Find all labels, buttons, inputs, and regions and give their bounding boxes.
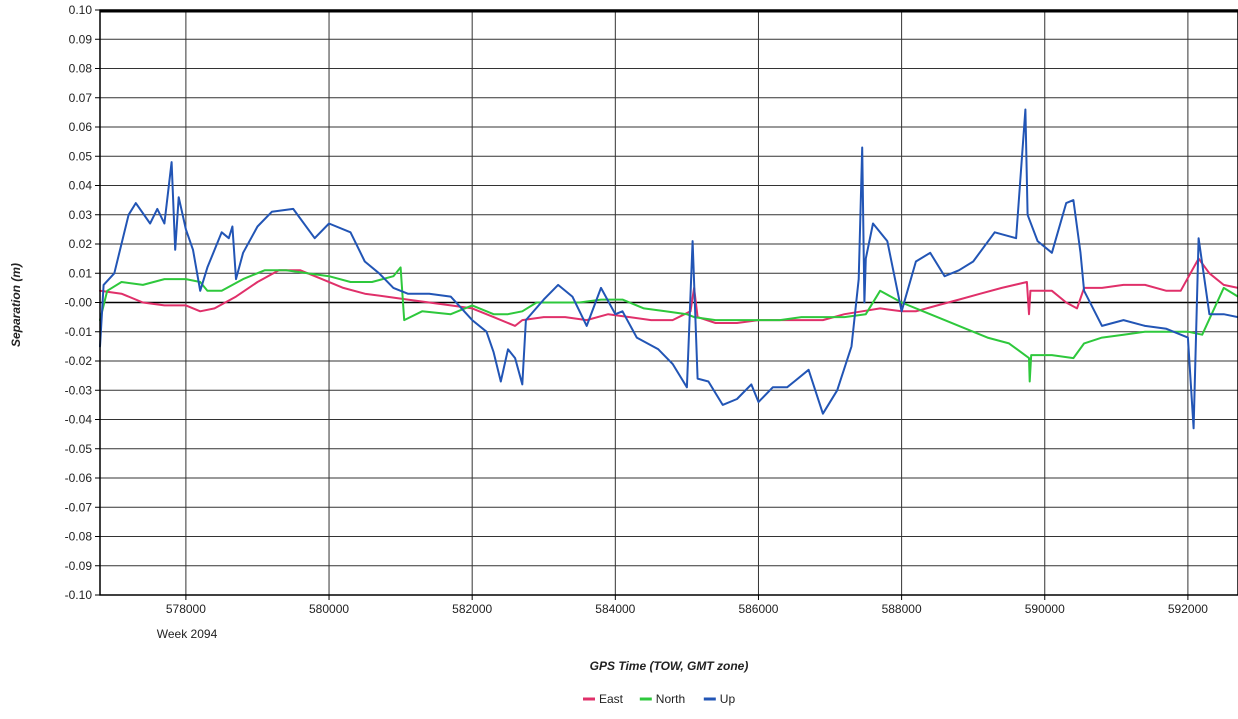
y-tick-label: -0.08 xyxy=(65,530,93,544)
y-tick-label: -0.03 xyxy=(65,383,93,397)
x-tick-label: 578000 xyxy=(166,602,206,616)
y-tick-label: 0.04 xyxy=(69,179,93,193)
y-tick-label: -0.06 xyxy=(65,471,93,485)
legend-label-north: North xyxy=(656,692,685,706)
x-tick-label: 590000 xyxy=(1025,602,1065,616)
axes: 0.10 0.09 0.08 0.07 0.06 0.05 0.04 0.03 0.02 0.01… xyxy=(65,3,1238,616)
x-axis-sublabel: Week 2094 xyxy=(157,627,218,641)
y-tick-label: -0.10 xyxy=(65,588,93,602)
x-tick-label: 588000 xyxy=(882,602,922,616)
series-layer xyxy=(99,108,1238,430)
x-tick-label: 582000 xyxy=(452,602,492,616)
x-axis-title: GPS Time (TOW, GMT zone) xyxy=(590,659,749,673)
y-tick-label: -0.01 xyxy=(65,325,93,339)
series-line-north xyxy=(99,266,1238,383)
y-axis-title: Separation (m) xyxy=(9,263,23,347)
y-tick-label: 0.02 xyxy=(69,237,93,251)
y-tick-label: 0.03 xyxy=(69,208,93,222)
y-tick-label: 0.05 xyxy=(69,149,93,163)
y-tick-label: -0.09 xyxy=(65,559,93,573)
x-tick-label: 580000 xyxy=(309,602,349,616)
y-tick-label: -0.07 xyxy=(65,500,93,514)
y-tick-label: 0.06 xyxy=(69,120,93,134)
legend: East North Up xyxy=(583,692,735,706)
y-tick-label: -0.02 xyxy=(65,354,93,368)
y-tick-label: -0.05 xyxy=(65,442,93,456)
y-tick-label: 0.07 xyxy=(69,91,93,105)
y-tick-label: 0.01 xyxy=(69,266,93,280)
y-tick-label: -0.00 xyxy=(65,296,93,310)
x-tick-label: 592000 xyxy=(1168,602,1208,616)
y-tick-label: -0.04 xyxy=(65,413,93,427)
legend-label-east: East xyxy=(599,692,624,706)
grid xyxy=(100,9,1238,596)
x-tick-label: 586000 xyxy=(738,602,778,616)
legend-label-up: Up xyxy=(720,692,736,706)
y-tick-label: 0.10 xyxy=(69,3,93,17)
x-tick-label: 584000 xyxy=(595,602,635,616)
series-line-up xyxy=(99,108,1238,430)
y-tick-label: 0.08 xyxy=(69,62,93,76)
y-tick-label: 0.09 xyxy=(69,32,93,46)
